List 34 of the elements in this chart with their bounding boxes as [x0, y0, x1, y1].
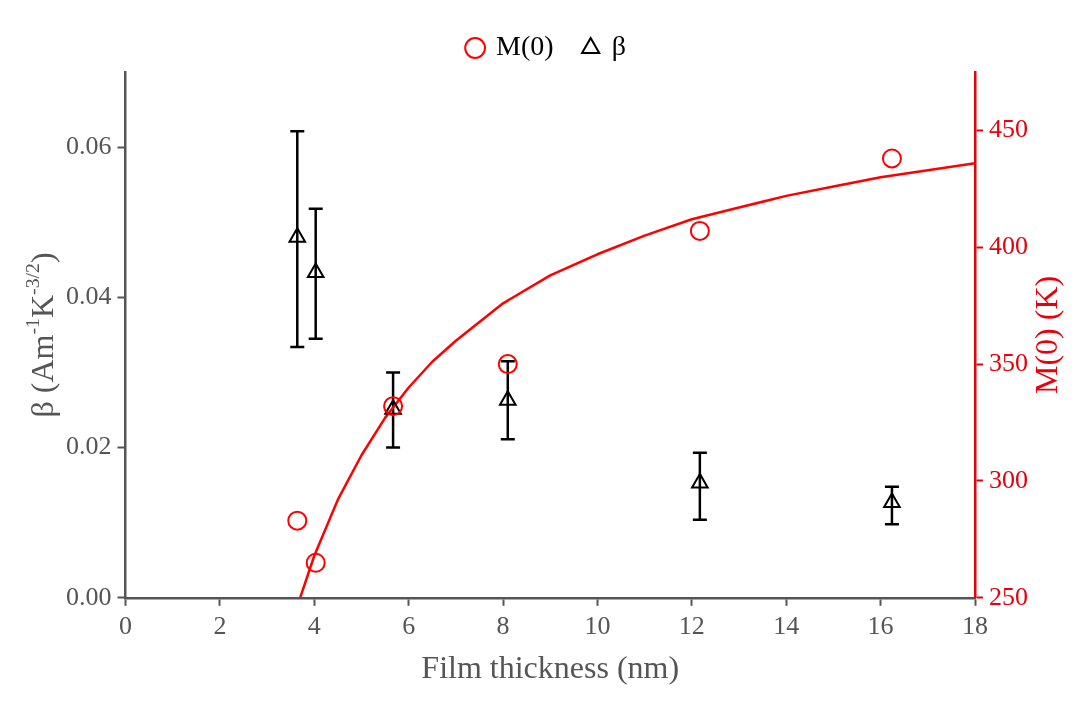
x-tick-label: 18	[962, 611, 988, 641]
point	[305, 552, 326, 573]
point	[881, 148, 902, 169]
y-tick-label: 0.04	[66, 281, 112, 311]
x-tick-label: 6	[402, 611, 416, 641]
y-axis-title: β (Am-1K-3/2)	[21, 252, 61, 418]
x-tick-label: 10	[584, 611, 611, 641]
point	[498, 390, 517, 406]
point	[689, 220, 710, 241]
point	[883, 492, 901, 508]
point	[306, 262, 325, 279]
y-tick-label: 0.00	[66, 581, 112, 611]
point	[497, 354, 518, 375]
x-tick-label: 12	[678, 611, 705, 641]
y2-tick-label: 350	[989, 347, 1028, 377]
legend-label: β	[611, 30, 626, 62]
point	[288, 227, 307, 243]
y2-tick-label: 300	[989, 464, 1028, 494]
y2-tick-label: 250	[989, 581, 1028, 611]
y2-tick-label: 400	[989, 231, 1028, 261]
x-tick-label: 2	[213, 611, 227, 641]
x-tick-label: 14	[773, 611, 800, 641]
point	[691, 472, 709, 489]
y-tick-label: 0.02	[66, 431, 112, 461]
point	[287, 510, 308, 531]
x-tick-label: 16	[867, 611, 894, 641]
y2-axis-title: M(0) (K)	[1028, 275, 1065, 394]
legend-label: M(0)	[496, 30, 554, 62]
x-tick-label: 8	[496, 611, 510, 641]
x-axis-title: Film thickness (nm)	[421, 649, 680, 686]
y2-tick-label: 450	[989, 114, 1028, 144]
x-tick-label: 0	[119, 611, 132, 641]
y-tick-label: 0.06	[66, 130, 112, 160]
x-tick-label: 4	[307, 611, 321, 641]
